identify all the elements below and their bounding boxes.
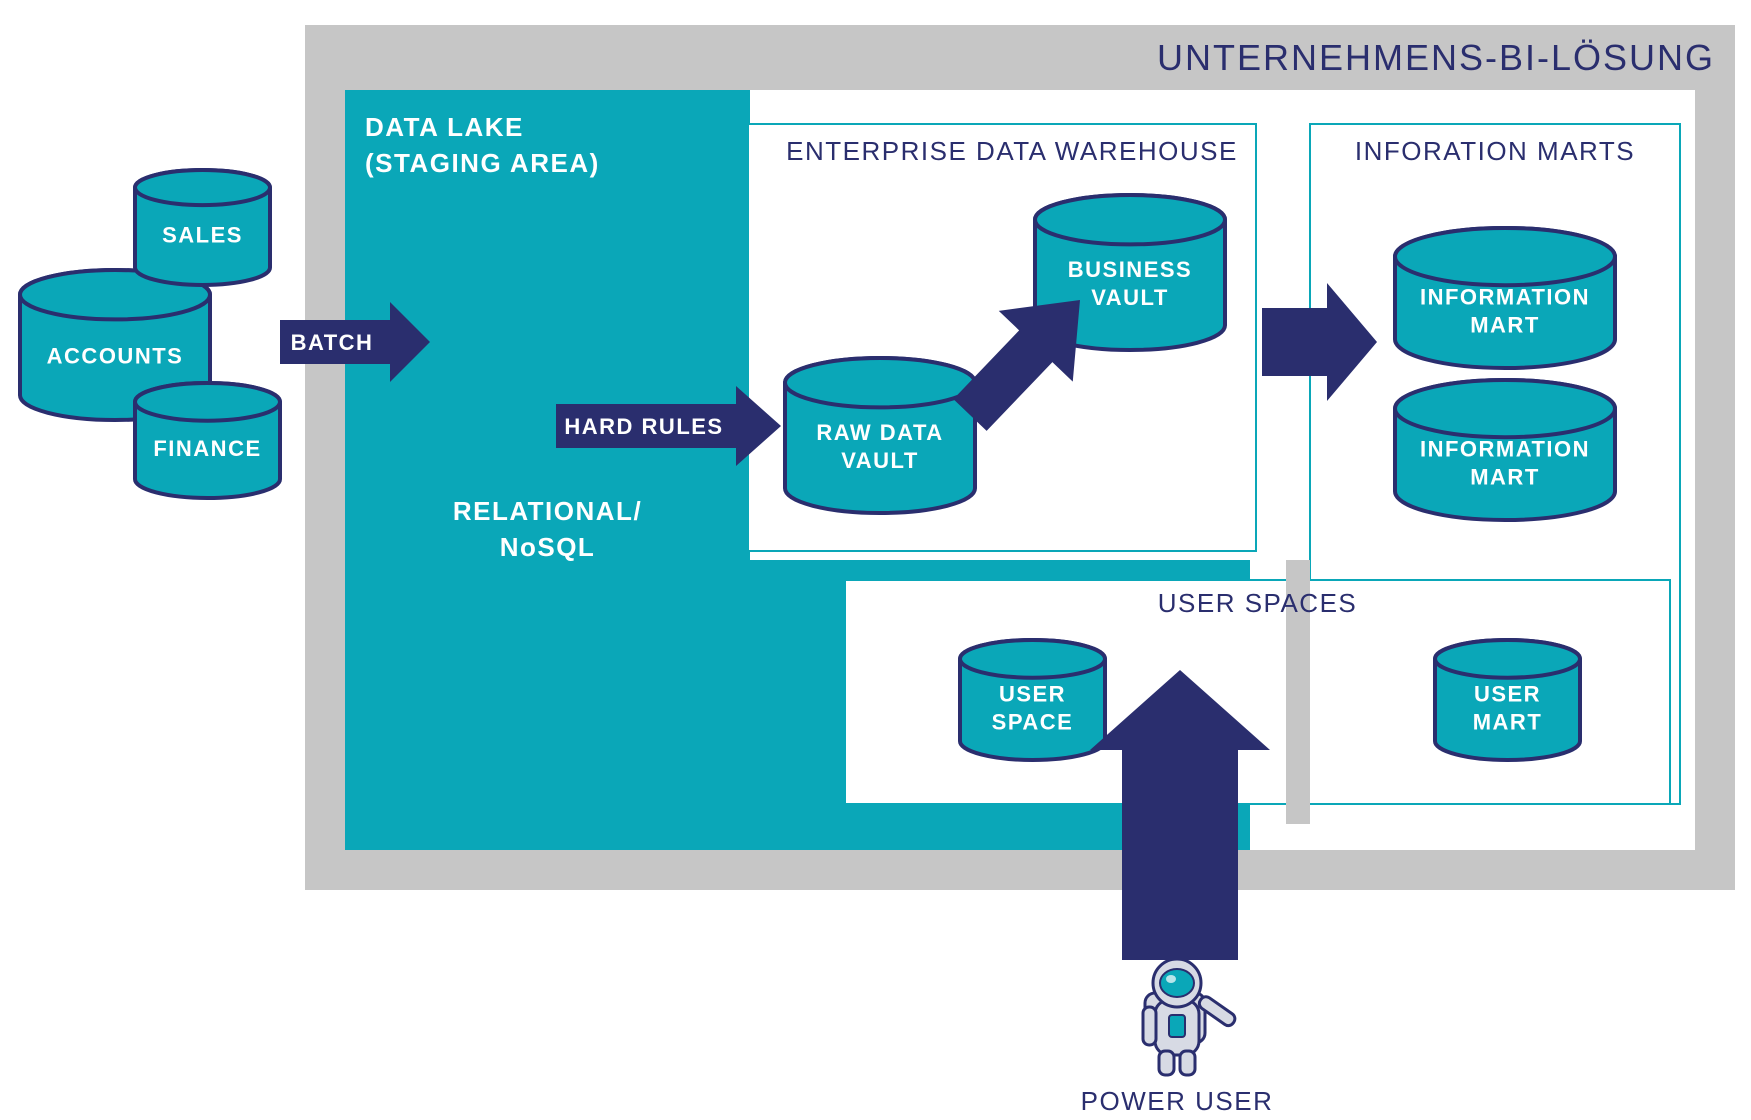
- svg-text:FINANCE: FINANCE: [153, 436, 261, 461]
- svg-text:VAULT: VAULT: [841, 448, 919, 473]
- svg-text:VAULT: VAULT: [1091, 285, 1169, 310]
- cylinder-raw-vault: RAW DATA VAULT: [785, 358, 975, 513]
- arrow-hard-rules-label: HARD RULES: [564, 414, 723, 439]
- power-user-label: POWER USER: [1081, 1086, 1274, 1116]
- svg-text:MART: MART: [1473, 709, 1543, 734]
- data-lake-title-1: DATA LAKE: [365, 112, 524, 142]
- svg-text:USER: USER: [999, 681, 1066, 706]
- arrow-batch-label: BATCH: [291, 330, 374, 355]
- page-title: UNTERNEHMENS-BI-LÖSUNG: [1157, 37, 1715, 78]
- data-lake-title-2: (STAGING AREA): [365, 148, 600, 178]
- svg-text:RAW DATA: RAW DATA: [816, 420, 943, 445]
- cylinder-finance: FINANCE: [135, 383, 280, 498]
- userspaces-title: USER SPACES: [1158, 588, 1358, 618]
- svg-text:MART: MART: [1470, 312, 1540, 337]
- astronaut-icon: [1143, 959, 1237, 1075]
- edw-title: ENTERPRISE DATA WAREHOUSE: [786, 136, 1238, 166]
- cylinder-info-mart-2: INFORMATION MART: [1395, 380, 1615, 520]
- svg-text:SPACE: SPACE: [992, 709, 1074, 734]
- cylinder-user-mart: USER MART: [1435, 640, 1580, 760]
- svg-text:SALES: SALES: [162, 222, 243, 247]
- cylinder-sales: SALES: [135, 170, 270, 285]
- svg-text:INFORMATION: INFORMATION: [1420, 436, 1590, 461]
- cylinder-user-space: USER SPACE: [960, 640, 1105, 760]
- svg-text:USER: USER: [1474, 681, 1541, 706]
- data-lake-sub-2: NoSQL: [500, 532, 596, 562]
- svg-text:INFORMATION: INFORMATION: [1420, 284, 1590, 309]
- svg-text:ACCOUNTS: ACCOUNTS: [47, 343, 184, 368]
- cylinder-info-mart-1: INFORMATION MART: [1395, 228, 1615, 368]
- svg-text:BUSINESS: BUSINESS: [1068, 257, 1192, 282]
- svg-text:MART: MART: [1470, 464, 1540, 489]
- marts-title: INFORATION MARTS: [1355, 136, 1635, 166]
- data-lake-sub-1: RELATIONAL/: [453, 496, 642, 526]
